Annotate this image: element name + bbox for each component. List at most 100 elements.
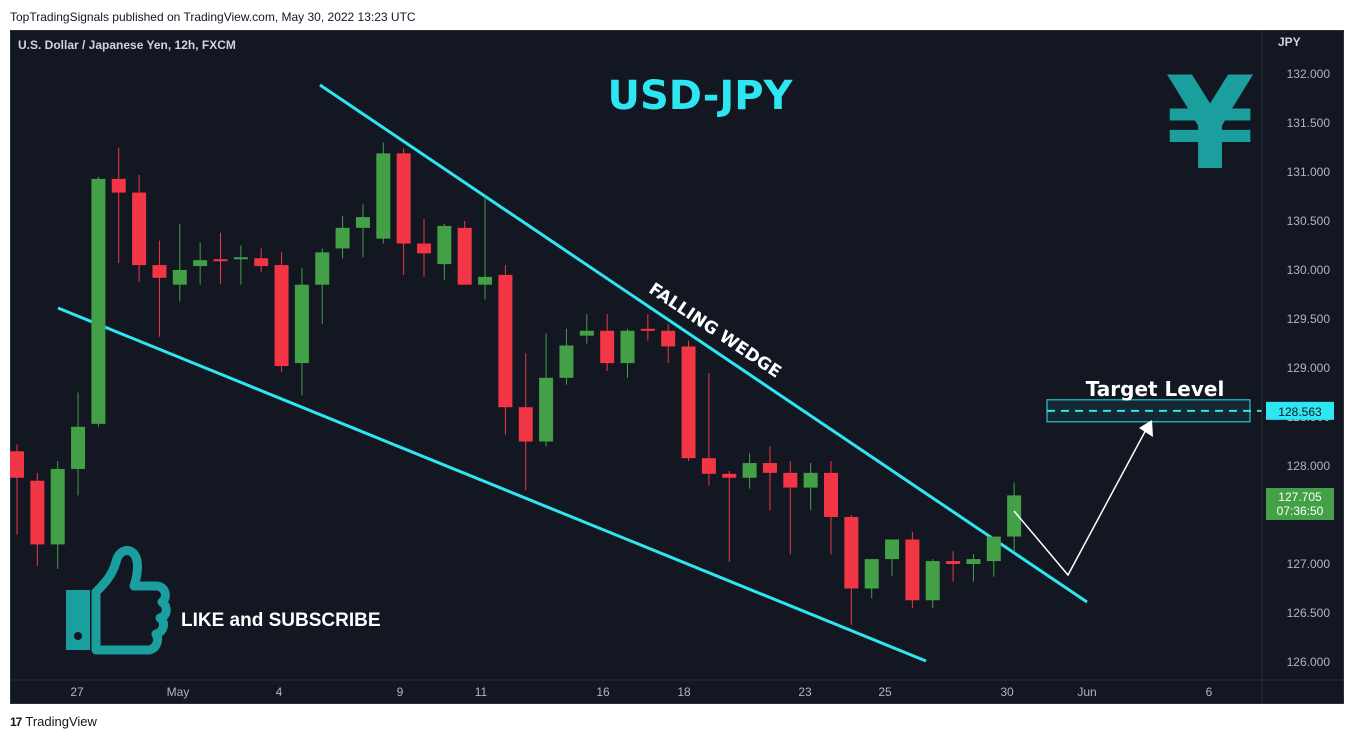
candle bbox=[294, 268, 309, 396]
candle-body bbox=[559, 345, 574, 378]
x-tick-label: 16 bbox=[596, 685, 610, 699]
candle-layer bbox=[10, 142, 1022, 625]
y-tick-label: 129.000 bbox=[1287, 361, 1331, 375]
thumbs-up-icon bbox=[66, 546, 171, 655]
target-price-badge bbox=[1266, 401, 1334, 420]
candle bbox=[437, 223, 452, 280]
x-tick-label: 25 bbox=[878, 685, 892, 699]
candle bbox=[579, 314, 594, 344]
chart-title: USD-JPY bbox=[608, 73, 794, 119]
attribution-text: TopTradingSignals published on TradingVi… bbox=[10, 10, 416, 24]
candle-body bbox=[620, 330, 635, 364]
candle bbox=[986, 536, 1001, 577]
candle bbox=[10, 444, 24, 535]
x-tick-label: Jun bbox=[1077, 685, 1096, 699]
candle-body bbox=[91, 178, 106, 424]
candle-body bbox=[1007, 495, 1022, 537]
candle-body bbox=[10, 451, 24, 478]
candle bbox=[376, 142, 391, 244]
candle-body bbox=[152, 265, 167, 278]
candle bbox=[417, 219, 431, 277]
tradingview-logo-icon: 17 bbox=[10, 714, 22, 729]
candle bbox=[885, 539, 900, 576]
y-tick-label: 129.500 bbox=[1287, 312, 1331, 326]
wedge-lower-line bbox=[57, 306, 927, 663]
candle-body bbox=[844, 516, 859, 589]
x-tick-label: 23 bbox=[798, 685, 812, 699]
candle-body bbox=[946, 561, 961, 564]
wedge-upper-line bbox=[319, 83, 1088, 604]
candle bbox=[803, 463, 818, 511]
candle bbox=[50, 461, 65, 569]
projection-path bbox=[1013, 425, 1149, 577]
candle bbox=[640, 314, 655, 341]
x-tick-label: 18 bbox=[677, 685, 691, 699]
candle bbox=[762, 446, 777, 511]
x-tick-label: 30 bbox=[1000, 685, 1014, 699]
wedge-layer bbox=[57, 83, 1088, 663]
y-tick-label: 128.000 bbox=[1287, 459, 1331, 473]
target-label: Target Level bbox=[1086, 377, 1225, 401]
candle-body bbox=[355, 217, 370, 228]
candle-body bbox=[783, 472, 798, 488]
overlay-layer bbox=[1013, 399, 1262, 577]
candle bbox=[30, 472, 45, 566]
candle bbox=[274, 252, 289, 372]
candle-body bbox=[986, 536, 1001, 562]
candle bbox=[681, 340, 696, 462]
y-tick-label: 130.500 bbox=[1287, 214, 1331, 228]
candle bbox=[946, 551, 961, 582]
candle bbox=[254, 248, 269, 272]
x-tick-label: 11 bbox=[475, 685, 488, 699]
projection-arrowhead bbox=[1139, 420, 1153, 437]
candle bbox=[193, 242, 208, 285]
candle-body bbox=[396, 153, 411, 244]
candle-body bbox=[864, 559, 879, 589]
candle-body bbox=[518, 407, 533, 442]
footer: 17 TradingView bbox=[10, 714, 97, 729]
candle-body bbox=[539, 377, 554, 442]
y-tick-label: 126.000 bbox=[1287, 655, 1331, 669]
candle-body bbox=[661, 330, 676, 347]
candle-body bbox=[294, 284, 309, 364]
candle bbox=[498, 265, 513, 435]
candle-body bbox=[925, 561, 940, 601]
x-tick-label: 9 bbox=[397, 685, 404, 699]
candle bbox=[844, 515, 859, 625]
symbol-label: U.S. Dollar / Japanese Yen, 12h, FXCM bbox=[18, 38, 236, 52]
candle-body bbox=[50, 468, 65, 545]
candle-body bbox=[905, 539, 920, 601]
candle bbox=[396, 148, 411, 275]
candle-body bbox=[640, 328, 655, 331]
candle-body bbox=[885, 539, 900, 560]
y-tick-label: 131.500 bbox=[1287, 116, 1331, 130]
candle bbox=[600, 314, 615, 371]
y-tick-label: 131.000 bbox=[1287, 165, 1331, 179]
candle bbox=[172, 223, 187, 302]
chart-area[interactable] bbox=[10, 30, 1344, 704]
candle bbox=[152, 240, 167, 337]
candle bbox=[905, 531, 920, 609]
candle bbox=[742, 453, 757, 489]
candle-body bbox=[762, 463, 777, 473]
y-tick-label: 132.000 bbox=[1287, 67, 1331, 81]
candle-body bbox=[742, 463, 757, 478]
candle-body bbox=[335, 227, 350, 249]
candle bbox=[620, 328, 635, 378]
candle bbox=[335, 216, 350, 259]
yen-icon: ¥ bbox=[1165, 50, 1254, 199]
candle-body bbox=[315, 252, 330, 285]
y-tick-label: 127.000 bbox=[1287, 557, 1331, 571]
footer-brand: TradingView bbox=[25, 714, 97, 729]
candle bbox=[559, 328, 574, 385]
x-tick-label: 4 bbox=[276, 685, 283, 699]
candle bbox=[925, 559, 940, 609]
candle bbox=[783, 461, 798, 555]
candle-body bbox=[213, 259, 228, 262]
candle-body bbox=[478, 276, 493, 285]
candle-body bbox=[600, 330, 615, 364]
cta-label: LIKE and SUBSCRIBE bbox=[181, 610, 381, 631]
currency-unit-label: JPY bbox=[1278, 35, 1301, 49]
candle-body bbox=[172, 270, 187, 285]
